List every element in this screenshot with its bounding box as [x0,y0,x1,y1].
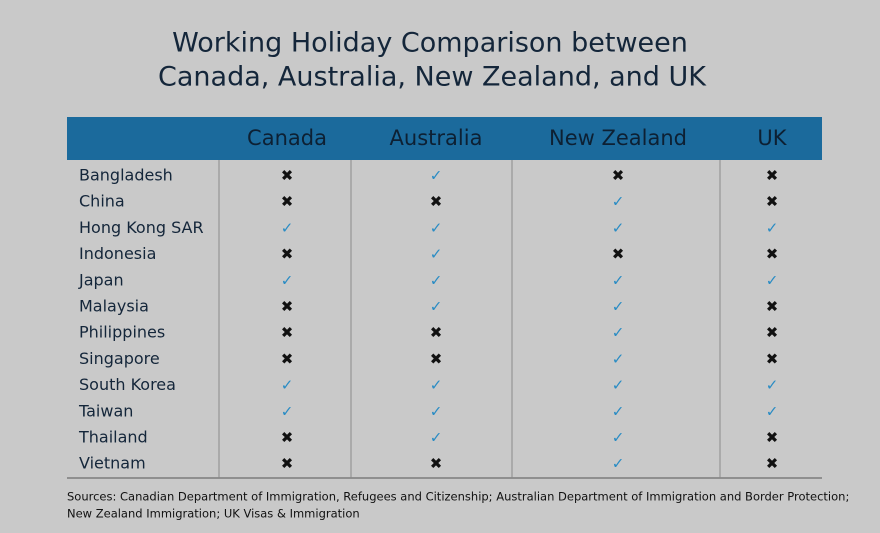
availability-mark: ✖ [430,350,443,368]
title-line: Canada, Australia, New Zealand, and UK [158,62,707,93]
country-name: Japan [78,270,124,289]
country-name: Hong Kong SAR [79,218,204,237]
availability-mark: ✓ [766,219,779,237]
country-name: Malaysia [79,297,149,316]
availability-mark: ✖ [766,245,779,263]
availability-mark: ✓ [612,298,625,316]
availability-mark: ✖ [766,350,779,368]
availability-mark: ✖ [281,167,294,185]
title-line: Working Holiday Comparison between [172,28,688,59]
availability-mark: ✓ [281,376,294,394]
availability-mark: ✖ [612,167,625,185]
country-name: Vietnam [79,454,146,473]
availability-mark: ✖ [281,455,294,473]
availability-mark: ✖ [766,167,779,185]
availability-mark: ✓ [430,219,443,237]
availability-mark: ✓ [612,455,625,473]
availability-mark: ✖ [281,193,294,211]
availability-mark: ✓ [612,271,625,289]
availability-mark: ✖ [766,429,779,447]
availability-mark: ✓ [430,298,443,316]
column-header: Australia [390,126,483,150]
availability-mark: ✖ [281,324,294,342]
sources-line: New Zealand Immigration; UK Visas & Immi… [67,507,360,521]
availability-mark: ✖ [281,429,294,447]
availability-mark: ✓ [766,376,779,394]
availability-mark: ✓ [430,429,443,447]
availability-mark: ✖ [766,324,779,342]
header-bar [67,117,822,160]
availability-mark: ✖ [281,350,294,368]
availability-mark: ✓ [430,271,443,289]
country-name: China [79,192,125,211]
availability-mark: ✓ [612,402,625,420]
country-name: Thailand [78,428,148,447]
availability-mark: ✓ [281,271,294,289]
availability-mark: ✓ [766,402,779,420]
country-name: Singapore [79,349,160,368]
availability-mark: ✓ [766,271,779,289]
country-name: Philippines [79,323,165,342]
country-name: Indonesia [79,244,156,263]
availability-mark: ✓ [281,219,294,237]
availability-mark: ✓ [612,193,625,211]
column-header: UK [757,126,787,150]
country-name: Bangladesh [79,166,173,185]
column-header: New Zealand [549,126,687,150]
availability-mark: ✖ [766,298,779,316]
availability-mark: ✖ [766,455,779,473]
availability-mark: ✓ [430,245,443,263]
sources-line: Sources: Canadian Department of Immigrat… [67,490,849,504]
country-name: South Korea [79,375,176,394]
availability-mark: ✓ [430,376,443,394]
availability-mark: ✓ [612,429,625,447]
availability-mark: ✓ [612,219,625,237]
availability-mark: ✖ [430,324,443,342]
availability-mark: ✓ [430,167,443,185]
availability-mark: ✓ [430,402,443,420]
availability-mark: ✖ [430,455,443,473]
availability-mark: ✖ [281,245,294,263]
availability-mark: ✖ [612,245,625,263]
availability-mark: ✓ [612,324,625,342]
availability-mark: ✖ [281,298,294,316]
country-name: Taiwan [78,401,133,420]
availability-mark: ✓ [612,350,625,368]
column-header: Canada [247,126,327,150]
availability-mark: ✖ [430,193,443,211]
availability-mark: ✖ [766,193,779,211]
availability-mark: ✓ [281,402,294,420]
availability-mark: ✓ [612,376,625,394]
